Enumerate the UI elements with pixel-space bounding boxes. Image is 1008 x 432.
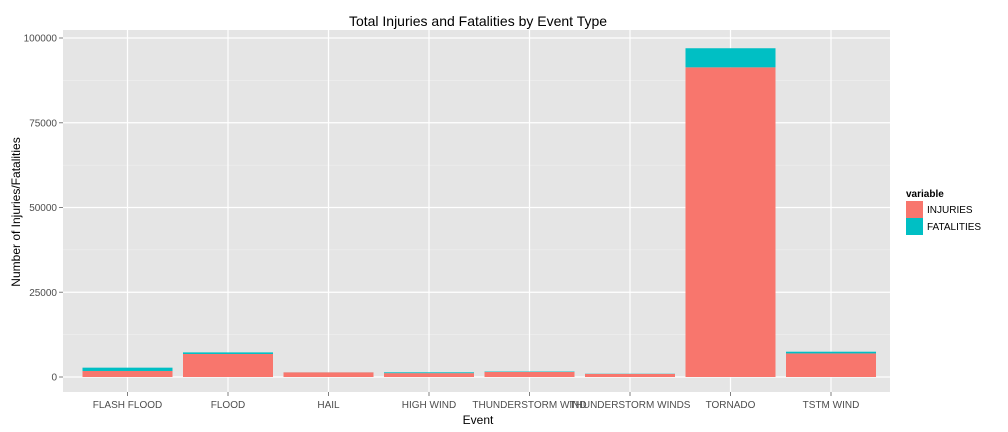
- legend-label-injuries: INJURIES: [927, 205, 973, 216]
- y-tick-label: 25000: [29, 288, 57, 299]
- x-axis-ticks: FLASH FLOOD FLOOD HAIL HIGH WIND THUNDERSTOR…: [93, 392, 860, 411]
- bar-injuries: [82, 370, 173, 377]
- x-tick-label: THUNDERSTORM WIND: [472, 400, 586, 411]
- legend-swatch-fatalities: [906, 218, 923, 235]
- x-tick-label: HIGH WIND: [402, 400, 456, 411]
- bar-injuries: [786, 353, 876, 377]
- legend: variable INJURIES FATALITIES: [906, 189, 981, 235]
- bar-injuries: [183, 353, 273, 377]
- bar-injuries: [585, 373, 675, 377]
- bar-injuries: [685, 67, 776, 377]
- x-tick-label: FLASH FLOOD: [93, 400, 162, 411]
- legend-swatch-injuries: [906, 201, 923, 218]
- x-tick-label: TSTM WIND: [803, 400, 860, 411]
- bar-injuries: [484, 371, 575, 377]
- y-tick-label: 0: [51, 373, 57, 384]
- bars: [82, 48, 876, 377]
- bar-injuries: [384, 373, 474, 377]
- legend-title: variable: [906, 189, 944, 200]
- y-tick-label: 75000: [29, 118, 57, 129]
- legend-label-fatalities: FATALITIES: [927, 222, 981, 233]
- x-tick-label: FLOOD: [211, 400, 245, 411]
- bar-fatalities: [786, 351, 876, 354]
- bar-fatalities: [384, 372, 474, 374]
- bar-fatalities: [685, 48, 776, 68]
- x-tick-label: THUNDERSTORM WINDS: [570, 400, 691, 411]
- bar-injuries: [283, 372, 374, 377]
- x-tick-label: TORNADO: [706, 400, 756, 411]
- y-axis-ticks: 0 25000 50000 75000 100000: [24, 34, 63, 384]
- y-tick-label: 100000: [24, 34, 58, 45]
- y-axis-title: Number of Injuries/Fatalities: [9, 137, 23, 286]
- x-axis-title: Event: [463, 413, 494, 427]
- bar-fatalities: [183, 352, 273, 354]
- bar-fatalities: [82, 367, 173, 371]
- x-tick-label: HAIL: [317, 400, 340, 411]
- chart-title: Total Injuries and Fatalities by Event T…: [349, 13, 607, 29]
- y-tick-label: 50000: [29, 203, 57, 214]
